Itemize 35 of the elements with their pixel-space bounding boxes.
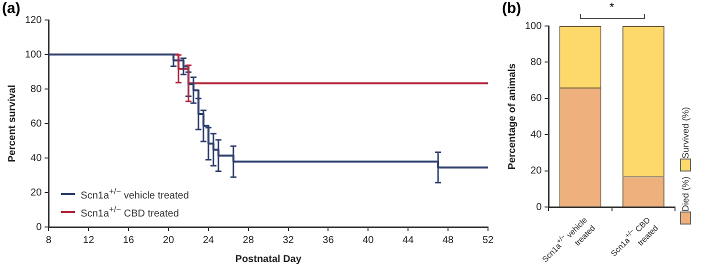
x-tick-label: 24	[202, 234, 214, 246]
x-tick-label: 28	[242, 234, 254, 246]
chart-title: (b)	[502, 0, 522, 17]
x-tick-label: 12	[83, 234, 95, 246]
x-tick-label: 48	[442, 234, 454, 246]
x-tick-label: 32	[282, 234, 294, 246]
y-axis-title: Percent survival	[6, 84, 18, 162]
chart-title: (a)	[2, 0, 20, 17]
x-axis-title: Postnatal Day	[235, 254, 302, 265]
y-tick-label: 60	[530, 93, 542, 104]
y-tick-label: 0	[536, 202, 542, 213]
y-tick-label: 40	[30, 152, 42, 164]
x-tick-label: 16	[123, 234, 135, 246]
y-tick-label: 20	[30, 187, 42, 198]
y-tick-label: 120	[24, 14, 42, 26]
text: Died (%)	[680, 176, 690, 212]
text: Survived (%)	[680, 107, 690, 159]
x-tick-label: 20	[162, 234, 174, 246]
x-tick-label: 40	[362, 234, 374, 246]
y-tick-label: 40	[530, 129, 542, 140]
x-tick-label: 52	[482, 234, 494, 246]
y-tick-label: 60	[30, 118, 42, 130]
y-axis-title: Percentage of animals	[506, 62, 518, 170]
y-tick-label: 100	[24, 49, 42, 60]
y-tick-label: 80	[30, 84, 42, 95]
y-tick-label: 100	[524, 20, 542, 32]
y-tick-label: 0	[36, 222, 42, 233]
x-tick-label: 36	[322, 234, 334, 246]
legend-label: Scn1a$^{+/−}$ vehicle treated	[80, 186, 189, 202]
y-tick-label: 20	[530, 166, 542, 177]
x-tick-label: 8	[46, 234, 52, 246]
legend-label: Scn1a$^{+/−}$ CBD treated	[80, 204, 179, 220]
x-tick-label: 44	[402, 234, 414, 246]
text: *	[608, 0, 616, 14]
y-tick-label: 80	[530, 56, 542, 68]
